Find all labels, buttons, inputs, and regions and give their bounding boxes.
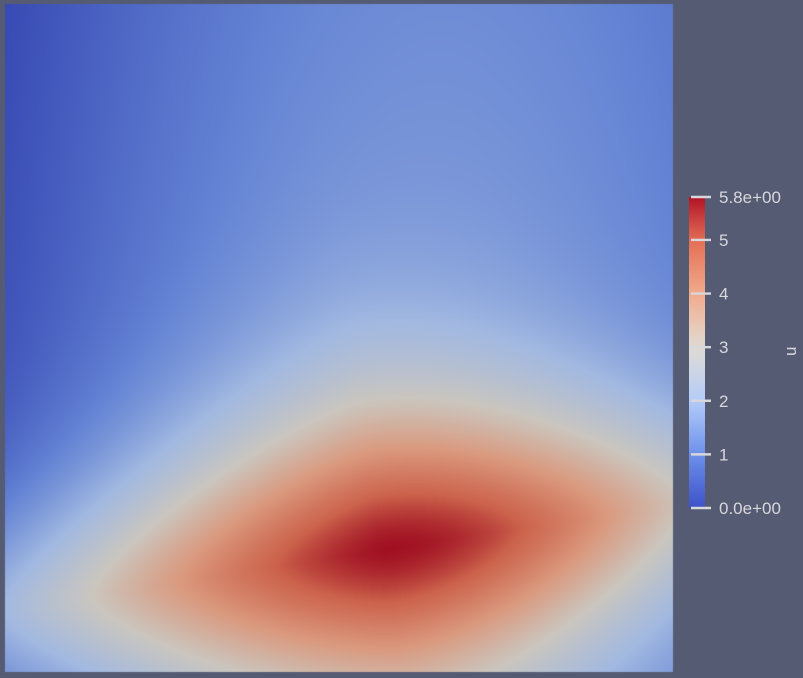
svg-text:5: 5	[719, 231, 728, 250]
svg-text:5.8e+00: 5.8e+00	[719, 188, 781, 207]
svg-text:0.0e+00: 0.0e+00	[719, 499, 781, 518]
svg-text:u: u	[781, 347, 800, 356]
svg-text:4: 4	[719, 285, 728, 304]
svg-text:1: 1	[719, 445, 728, 464]
svg-text:3: 3	[719, 338, 728, 357]
svg-text:2: 2	[719, 392, 728, 411]
